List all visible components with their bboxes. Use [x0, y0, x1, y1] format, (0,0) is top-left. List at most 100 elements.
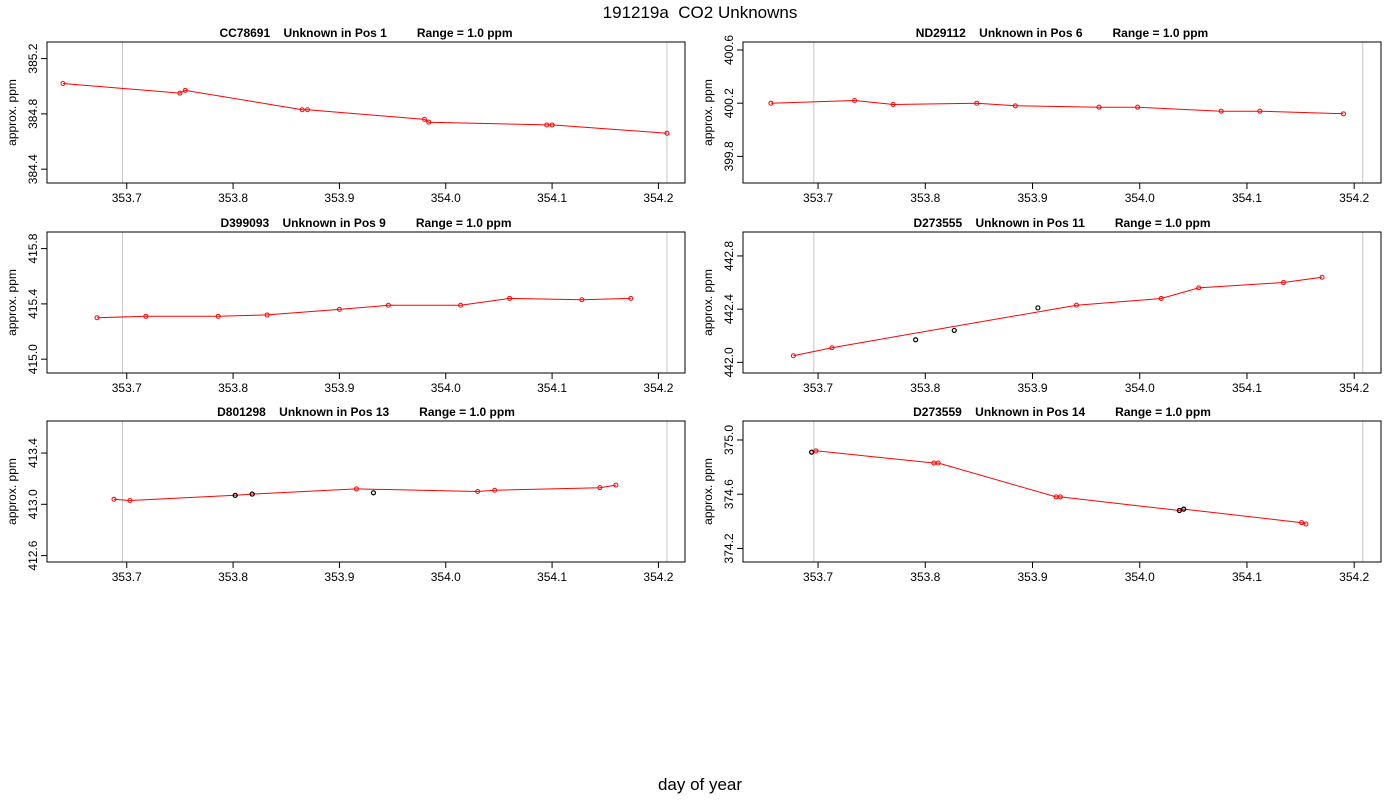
data-point: [426, 119, 432, 125]
x-tick-label: 354.0: [1125, 381, 1155, 395]
x-tick-label: 353.7: [803, 381, 833, 395]
data-point: [628, 295, 634, 301]
data-point: [579, 297, 585, 303]
data-point: [111, 496, 117, 502]
data-point: [549, 122, 555, 128]
y-axis-label: approx. ppm: [5, 458, 19, 525]
page-title: 191219a CO2 Unknowns: [602, 3, 798, 22]
y-axis-label: approx. ppm: [701, 269, 715, 336]
series-line: [62, 83, 667, 134]
panel-3: D399093 Unknown in Pos 9 Range = 1.0 ppm…: [5, 216, 686, 395]
series-line: [96, 297, 631, 319]
y-axis-label: approx. ppm: [5, 269, 19, 336]
data-point: [94, 315, 100, 321]
series-line: [770, 99, 1344, 115]
y-tick-label: 385.2: [26, 43, 40, 73]
data-point: [829, 345, 835, 351]
x-tick-label: 353.8: [218, 191, 248, 205]
data-point: [813, 448, 819, 454]
y-axis-label: approx. ppm: [701, 79, 715, 146]
data-point: [1218, 108, 1224, 114]
x-tick-label: 353.9: [324, 191, 354, 205]
data-point: [1340, 111, 1346, 117]
x-tick-label: 354.1: [1232, 381, 1262, 395]
flagged-point: [1035, 305, 1041, 311]
data-point: [1257, 108, 1263, 114]
y-tick-label: 384.8: [26, 99, 40, 129]
x-tick-label: 354.2: [643, 570, 673, 584]
data-point: [1319, 274, 1325, 280]
x-tick-label: 353.8: [910, 381, 940, 395]
x-tick-label: 354.0: [431, 381, 461, 395]
plot-frame: [46, 420, 686, 563]
panel-title: D801298 Unknown in Pos 13 Range = 1.0 pp…: [217, 405, 515, 419]
series-line: [811, 450, 1307, 525]
x-tick-label: 353.9: [1017, 191, 1047, 205]
panel-2: ND29112 Unknown in Pos 6 Range = 1.0 ppm…: [701, 26, 1382, 205]
x-tick-label: 353.7: [803, 570, 833, 584]
x-tick-label: 353.9: [324, 381, 354, 395]
y-tick-label: 442.4: [722, 294, 736, 324]
data-point: [182, 87, 188, 93]
data-point: [974, 100, 980, 106]
data-point: [1096, 104, 1102, 110]
x-tick-label: 354.1: [537, 381, 567, 395]
data-point: [127, 497, 133, 503]
data-point: [215, 313, 221, 319]
data-point: [143, 313, 149, 319]
data-point: [790, 353, 796, 359]
data-point: [458, 302, 464, 308]
data-point: [385, 302, 391, 308]
y-tick-label: 415.0: [26, 344, 40, 374]
x-tick-label: 354.1: [1232, 191, 1262, 205]
x-tick-label: 353.9: [1017, 570, 1047, 584]
panel-title: CC78691 Unknown in Pos 1 Range = 1.0 ppm: [219, 26, 512, 40]
x-tick-label: 353.8: [218, 381, 248, 395]
panel-title: D273555 Unknown in Pos 11 Range = 1.0 pp…: [913, 216, 1210, 230]
plot-frame: [46, 231, 686, 374]
series-line: [113, 484, 616, 502]
y-tick-label: 400.6: [722, 35, 736, 65]
x-tick-label: 354.2: [643, 191, 673, 205]
panel-5: D801298 Unknown in Pos 13 Range = 1.0 pp…: [5, 405, 686, 584]
flagged-point: [370, 490, 377, 496]
data-point: [1158, 296, 1164, 302]
flagged-point: [1181, 506, 1187, 512]
data-point: [613, 482, 619, 488]
data-point: [890, 102, 896, 108]
data-point: [768, 100, 774, 106]
panel-4: D273555 Unknown in Pos 11 Range = 1.0 pp…: [701, 216, 1382, 395]
data-point: [852, 98, 858, 104]
y-axis-label: approx. ppm: [701, 458, 715, 525]
x-tick-label: 353.7: [112, 570, 142, 584]
y-tick-label: 442.0: [722, 347, 736, 377]
flagged-point: [913, 337, 919, 343]
panel-title: D399093 Unknown in Pos 9 Range = 1.0 ppm: [220, 216, 511, 230]
data-point: [1196, 285, 1202, 291]
data-point: [177, 90, 183, 96]
data-point: [1012, 103, 1018, 109]
flagged-point: [232, 492, 238, 498]
data-point: [507, 295, 513, 301]
x-tick-label: 353.8: [910, 191, 940, 205]
data-point: [1303, 521, 1309, 527]
x-tick-label: 354.2: [1339, 191, 1369, 205]
x-tick-label: 354.0: [1125, 570, 1155, 584]
x-tick-label: 353.9: [1017, 381, 1047, 395]
data-point: [544, 122, 550, 128]
data-point: [299, 107, 305, 113]
data-point: [597, 485, 603, 491]
data-point: [305, 107, 311, 113]
x-tick-label: 354.2: [1339, 381, 1369, 395]
data-point: [353, 486, 359, 492]
y-tick-label: 374.6: [722, 479, 736, 509]
flagged-point: [951, 327, 957, 334]
x-tick-label: 354.0: [431, 191, 461, 205]
panel-6: D273559 Unknown in Pos 14 Range = 1.0 pp…: [701, 405, 1382, 584]
y-tick-label: 415.4: [26, 289, 40, 319]
x-tick-label: 354.0: [431, 570, 461, 584]
x-tick-label: 353.7: [112, 191, 142, 205]
y-tick-label: 415.8: [26, 233, 40, 263]
plot-frame: [742, 231, 1382, 374]
